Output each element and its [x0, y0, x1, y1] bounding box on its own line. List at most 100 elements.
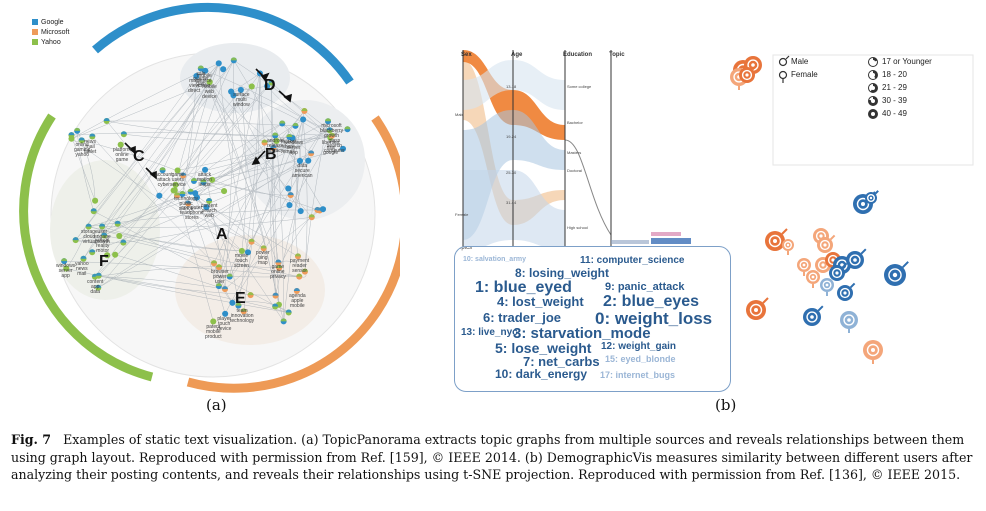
- microsoft-arc: [186, 115, 400, 393]
- male-user-glyph: [829, 262, 848, 281]
- node-label-line: glass: [328, 138, 341, 144]
- node-label-line: data: [297, 163, 308, 169]
- graph-edge: [115, 254, 226, 290]
- graph-edge: [271, 82, 344, 150]
- graph-edge: [218, 63, 249, 253]
- age-icon-center: [871, 99, 875, 103]
- graph-edge: [94, 276, 226, 290]
- topic-node: [190, 178, 197, 185]
- marker-d: D: [264, 77, 276, 94]
- topic-node: [74, 127, 81, 134]
- topic-node: [170, 187, 177, 194]
- topic-node: [68, 135, 75, 142]
- node-label: glass search computer: [324, 139, 345, 154]
- topic-node: [230, 92, 237, 99]
- topic-node: [273, 138, 280, 145]
- topic-node: [72, 237, 79, 244]
- node-label-line: search: [326, 143, 342, 149]
- graph-edge: [304, 121, 329, 272]
- node-label-line: mail: [77, 271, 87, 277]
- topic-node: [229, 299, 236, 306]
- node-label: attack motion leaps: [197, 173, 212, 188]
- male-user-glyph: [884, 261, 909, 286]
- topic-node: [320, 206, 327, 213]
- graph-edge: [123, 204, 290, 243]
- graph-edge: [232, 301, 289, 313]
- pc-value-label: 19-24: [506, 134, 517, 139]
- cloud-word: 15: eyed_blonde: [605, 354, 676, 364]
- age-legend-label: 18 - 20: [882, 70, 907, 79]
- node-label-line: reality: [96, 243, 110, 249]
- graph-edge: [182, 175, 230, 277]
- node-label-line: map: [257, 260, 268, 266]
- graph-edge: [195, 130, 330, 194]
- graph-edge: [271, 82, 276, 296]
- topic-node: [197, 65, 204, 72]
- node-label-line: patent: [206, 324, 221, 330]
- node-label-line: online: [115, 152, 129, 158]
- node-label-line: apple: [291, 298, 304, 304]
- node-label: agenda apple mobile: [289, 294, 306, 309]
- node-label: payment reader sensor: [290, 259, 309, 274]
- node-label-line: users: [171, 177, 185, 183]
- topic-node: [275, 259, 282, 266]
- graph-edge: [283, 119, 304, 322]
- node-label-line: device: [217, 326, 232, 332]
- topic-node: [294, 253, 301, 260]
- graph-edge: [230, 91, 301, 212]
- node-label-line: gain: [196, 81, 206, 87]
- graph-edge: [224, 121, 329, 314]
- graph-edge: [177, 170, 226, 314]
- node-label: team innovation technology: [230, 309, 254, 324]
- legend-swatch: [32, 29, 38, 35]
- cloud-word: 9: panic_attack: [605, 281, 685, 293]
- node-label-line: touch: [218, 321, 231, 327]
- sex-legend-label: Female: [791, 70, 818, 79]
- node-label: surface multi window: [233, 93, 250, 108]
- graph-edge: [292, 138, 301, 212]
- node-label-line: player: [217, 316, 232, 322]
- topic-node: [202, 67, 209, 74]
- node-label-line: power: [213, 274, 227, 280]
- graph-edge: [206, 207, 239, 306]
- graph-edge: [276, 141, 284, 322]
- topic-node: [339, 145, 346, 152]
- node-label-line: platform: [113, 147, 132, 153]
- topic-node: [63, 265, 70, 272]
- topic-node: [117, 141, 124, 148]
- topic-node: [120, 131, 127, 138]
- caption-label: Fig. 7: [11, 432, 52, 447]
- graph-edge: [204, 169, 226, 290]
- topic-node: [215, 264, 222, 271]
- topic-node: [287, 192, 294, 199]
- topic-node: [174, 192, 181, 199]
- node-label-line: mobile: [202, 84, 217, 90]
- node-label-line: google: [323, 150, 339, 156]
- node-label: user engage growth: [94, 230, 111, 245]
- graph-edge: [270, 135, 276, 296]
- topic-node: [90, 208, 97, 215]
- node-label: windows server app: [56, 264, 75, 279]
- graph-edge: [193, 140, 277, 182]
- node-label-line: movie: [234, 253, 249, 259]
- cloud-word: 12: weight_gain: [601, 341, 677, 352]
- cloud-word: 3: starvation_mode: [513, 325, 651, 342]
- topic-node: [103, 118, 110, 125]
- graph-edge: [98, 275, 276, 296]
- graph-edge: [94, 190, 175, 277]
- node-label: browser power user: [211, 270, 229, 285]
- graph-edge: [64, 260, 300, 277]
- node-label-line: web: [204, 213, 214, 219]
- topic-node: [89, 249, 96, 256]
- graph-edge: [232, 137, 331, 304]
- topic-node: [185, 200, 192, 207]
- graph-edge: [224, 210, 320, 290]
- topic-node: [172, 181, 179, 188]
- node-label-line: stance: [178, 206, 194, 212]
- topic-node: [293, 287, 300, 294]
- topic-node: [174, 167, 181, 174]
- node-label: online gaming yahoo: [74, 143, 90, 158]
- legend-label: Yahoo: [41, 38, 61, 46]
- graph-edge: [200, 68, 333, 137]
- topic-node: [285, 309, 292, 316]
